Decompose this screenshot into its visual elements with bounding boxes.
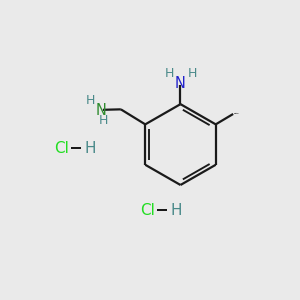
Text: H: H	[170, 203, 182, 218]
Text: H: H	[188, 67, 197, 80]
Text: methyl: methyl	[235, 113, 239, 114]
Text: H: H	[99, 114, 108, 128]
Text: H: H	[165, 67, 174, 80]
Text: Cl: Cl	[54, 140, 69, 155]
Text: N: N	[175, 76, 186, 91]
Text: Cl: Cl	[140, 203, 155, 218]
Text: H: H	[86, 94, 95, 107]
Text: H: H	[84, 140, 95, 155]
Text: methyl: methyl	[234, 113, 239, 114]
Text: N: N	[96, 103, 106, 118]
